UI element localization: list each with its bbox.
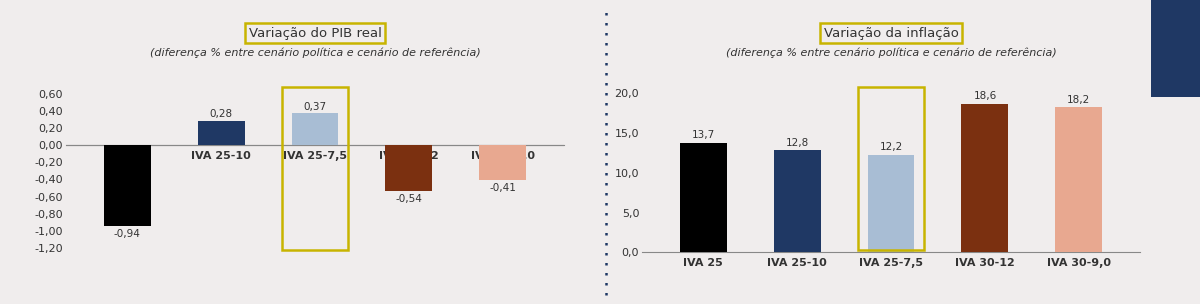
Bar: [480, 145, 527, 180]
Bar: [385, 145, 432, 192]
Text: 12,8: 12,8: [786, 138, 809, 148]
Bar: [679, 143, 726, 252]
Text: 0,28: 0,28: [210, 109, 233, 119]
Bar: [198, 121, 245, 145]
Text: -0,94: -0,94: [114, 229, 140, 239]
Text: -0,54: -0,54: [396, 195, 422, 205]
Bar: [1056, 107, 1103, 252]
Bar: [282, 87, 348, 250]
Bar: [103, 145, 150, 226]
Text: Variação do PIB real: Variação do PIB real: [248, 27, 382, 40]
Text: 18,6: 18,6: [973, 92, 996, 102]
Text: (diferença % entre cenário política e cenário de referência): (diferença % entre cenário política e ce…: [150, 48, 480, 58]
Text: Variação da inflação: Variação da inflação: [823, 27, 959, 40]
Bar: [858, 87, 924, 250]
Text: -0,41: -0,41: [490, 183, 516, 193]
Bar: [1151, 0, 1200, 97]
Text: 13,7: 13,7: [691, 130, 715, 140]
Bar: [868, 155, 914, 252]
Bar: [961, 104, 1008, 252]
Bar: [774, 150, 821, 252]
Text: (diferença % entre cenário política e cenário de referência): (diferença % entre cenário política e ce…: [726, 48, 1056, 58]
Text: 18,2: 18,2: [1067, 95, 1091, 105]
Text: 0,37: 0,37: [304, 102, 326, 112]
Text: 12,2: 12,2: [880, 142, 902, 152]
Bar: [292, 113, 338, 145]
